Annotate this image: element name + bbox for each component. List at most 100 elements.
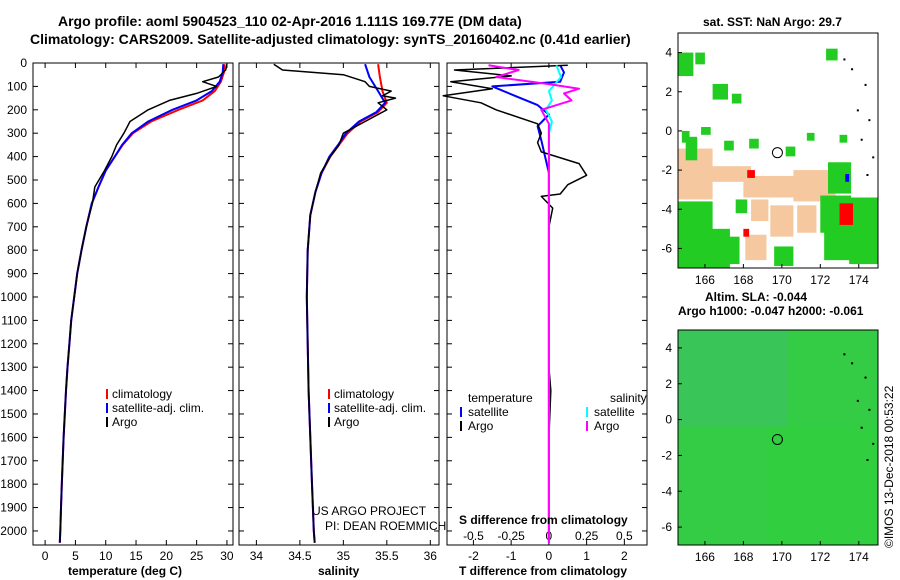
sla-map-island [851, 362, 854, 365]
title-line-2: Climatology: CARS2009. Satellite-adjuste… [30, 31, 631, 47]
differences-frame [446, 62, 648, 546]
temperature-ytick-label: 200 [7, 103, 27, 117]
sla-map-island [856, 399, 859, 402]
sla-map-ytick-label: -6 [661, 520, 672, 534]
salinity-axis-label: salinity [318, 564, 360, 578]
sla-map-frame [677, 329, 879, 546]
sla-map-island [860, 426, 863, 429]
salinity-legend-label: satellite-adj. clim. [334, 401, 426, 415]
sst-map-ytick-label: 0 [665, 124, 672, 138]
sst-map-cell [701, 127, 711, 135]
sla-map-xtick-label: 168 [733, 550, 753, 564]
temperature-xtick-label: 30 [220, 549, 234, 563]
sst-map-island [866, 174, 869, 176]
sst-map-xtick-label: 166 [695, 273, 715, 287]
salinity-legend-label: Argo [334, 415, 360, 429]
credit-project: US ARGO PROJECT [312, 504, 427, 518]
temperature-xtick-label: 15 [129, 549, 143, 563]
sst-map-cell [743, 175, 798, 198]
sst-map-cell [681, 130, 690, 143]
temperature-ytick-label: 400 [7, 150, 27, 164]
sst-map-panel: 166 168 170 172 174 -6 -4 -2 0 2 4 [661, 32, 879, 287]
sst-map-cell [678, 52, 694, 77]
sst-map-cell [749, 138, 759, 149]
sla-map-xtick-label: 170 [772, 550, 792, 564]
temperature-legend-label: satellite-adj. clim. [112, 401, 204, 415]
sst-map-cell [824, 230, 852, 261]
sla-map-island [866, 459, 869, 461]
sla-map-shade [678, 330, 788, 427]
temperature-ytick-label: 1600 [0, 430, 27, 444]
temperature-xtick-label: 0 [42, 549, 49, 563]
sla-map-argo-marker [771, 433, 783, 445]
sla-map-ytick-label: 2 [665, 377, 672, 391]
sla-map-ytick-label: 0 [665, 413, 672, 427]
temperature-ytick-label: 1800 [0, 477, 27, 491]
sst-map-title: sat. SST: NaN Argo: 29.7 [703, 15, 842, 29]
differences-legend-s-heading: salinity [610, 391, 647, 405]
differences-x2tick-label: -0.25 [497, 529, 525, 543]
sst-map-cell [695, 52, 705, 65]
differences-legend-t-label: Argo [468, 419, 494, 433]
sst-map-frame [677, 32, 879, 269]
temperature-xtick-label: 10 [99, 549, 113, 563]
sst-map-cell [797, 205, 817, 233]
temperature-ytick-label: 700 [7, 220, 27, 234]
sst-map-island [860, 138, 863, 141]
sst-map-cell [751, 199, 769, 221]
sst-map-xtick-label: 172 [810, 273, 830, 287]
sla-map-island [872, 442, 875, 445]
temperature-ytick-label: 1300 [0, 360, 27, 374]
sst-map-cell [839, 203, 853, 225]
differences-legend-s-label: Argo [594, 419, 620, 433]
temperature-xtick-label: 5 [72, 549, 79, 563]
sst-map-cell [712, 83, 728, 100]
differences-legend-s-label: satellite [594, 405, 635, 419]
temperature-xtick-label: 20 [160, 549, 174, 563]
differences-legend-t-heading: temperature [468, 391, 533, 405]
differences-legend-t-label: satellite [468, 405, 509, 419]
sst-map-cell [724, 140, 734, 151]
sst-map-argo-marker [771, 147, 783, 159]
sst-map-cell [845, 174, 850, 182]
sst-map-xtick-label: 174 [849, 273, 869, 287]
sst-map-cell [839, 134, 848, 143]
sla-map-subtitle: Argo h1000: -0.047 h2000: -0.061 [678, 304, 864, 318]
salinity-xtick-label: 34 [250, 549, 264, 563]
sla-map-panel: 166 168 170 172 174 -6 -4 -2 0 2 4 [661, 329, 879, 564]
sla-map-ytick-label: 4 [665, 341, 672, 355]
temperature-ytick-label: 0 [20, 56, 27, 70]
sst-map-cell [731, 93, 742, 104]
imos-watermark: ©IMOS 13-Dec-2018 00:53:22 [882, 385, 896, 548]
temperature-frame [32, 62, 234, 546]
sst-map-cell [728, 236, 740, 265]
sst-map-cell [826, 48, 838, 61]
differences-xtick-label: -2 [468, 549, 479, 563]
sst-map-island [843, 58, 846, 61]
differences-x2tick-label: 0.25 [575, 529, 599, 543]
sla-map-island [864, 376, 867, 379]
sst-map-cell [774, 246, 794, 267]
temperature-ytick-label: 1000 [0, 290, 27, 304]
salinity-legend-label: climatology [334, 387, 394, 401]
differences-series-3 [488, 64, 581, 543]
differences-xtick-label: 1 [583, 549, 590, 563]
sla-map-title: Altim. SLA: -0.044 [705, 290, 807, 304]
sst-map-cell [785, 146, 796, 157]
sst-map-xtick-label: 170 [772, 273, 792, 287]
temperature-legend-label: climatology [112, 387, 172, 401]
sst-map-cell [735, 199, 748, 214]
salinity-xtick-label: 34.5 [288, 549, 312, 563]
salinity-panel: 34 34.5 35 35.5 36 climatologysatellite-adj. … [238, 62, 440, 563]
sst-map-cell [685, 136, 698, 161]
credit-pi: PI: DEAN ROEMMICH [325, 519, 446, 533]
temperature-legend-label: Argo [112, 415, 138, 429]
temperature-ytick-label: 1400 [0, 384, 27, 398]
sst-map-cell [828, 162, 852, 194]
differences-x2tick-label: 0.5 [616, 529, 633, 543]
temperature-ytick-label: 1900 [0, 501, 27, 515]
sst-map-cell [849, 197, 878, 265]
sla-map-island [843, 353, 846, 356]
temperature-ytick-label: 800 [7, 243, 27, 257]
